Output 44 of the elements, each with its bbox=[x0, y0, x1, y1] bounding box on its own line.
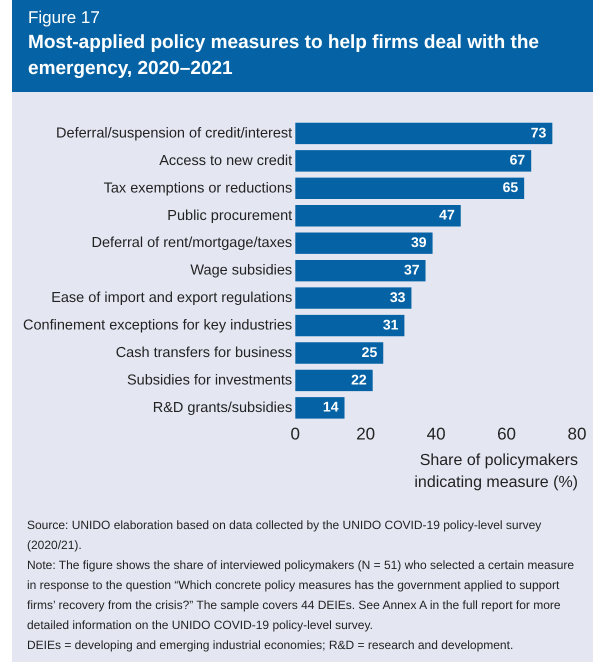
y-tick-label: Wage subsidies bbox=[190, 262, 292, 279]
bar bbox=[295, 232, 433, 254]
y-tick-label: Deferral/suspension of credit/interest bbox=[56, 125, 292, 142]
data-label: 14 bbox=[322, 398, 339, 415]
x-axis-title: Share of policymakers indicating measure (%) bbox=[413, 451, 578, 493]
data-label: 22 bbox=[351, 371, 367, 388]
y-tick-label: Ease of import and export regulations bbox=[51, 290, 292, 306]
data-label: 67 bbox=[510, 152, 526, 168]
x-tick-label: 60 bbox=[497, 424, 516, 444]
data-label: 39 bbox=[410, 234, 427, 250]
text: DEIEs = developing and emerging industrial economies; R&D = research and development. bbox=[27, 637, 514, 654]
text: Figure 17 bbox=[28, 8, 101, 28]
bar bbox=[295, 150, 532, 172]
y-tick-label: Cash transfers for business bbox=[116, 344, 292, 361]
y-tick-label: Deferral of rent/mortgage/taxes bbox=[92, 235, 292, 252]
bar bbox=[295, 205, 461, 226]
data-label: 73 bbox=[530, 124, 547, 140]
bar bbox=[295, 260, 426, 282]
bar bbox=[295, 370, 373, 392]
data-label: 33 bbox=[390, 288, 406, 305]
bar bbox=[295, 122, 552, 144]
bar bbox=[295, 178, 524, 200]
x-tick-label: 80 bbox=[568, 424, 586, 444]
text: Note: The figure shows the share of interviewed policymakers (N = 51) who selected a certain measure in response to the question “Which concrete policy measures has the government applied to support firms’ recovery from the crisis?” The sample covers 44 DEIEs. See Annex A in the full report for more detailed information on the UNIDO COVID-19 policy-level survey. bbox=[27, 557, 576, 634]
data-label: 65 bbox=[502, 179, 518, 196]
bar bbox=[295, 397, 345, 419]
bar bbox=[295, 342, 384, 364]
y-tick-label: Subsidies for investments bbox=[126, 372, 292, 388]
source-note: Source: UNIDO elaboration based on data collected by the UNIDO COVID-19 policy-level survey (2020/21). bbox=[27, 517, 542, 554]
data-label: 31 bbox=[382, 316, 399, 332]
data-label: 37 bbox=[404, 262, 420, 278]
y-tick-label: R&D grants/subsidies bbox=[152, 400, 292, 416]
bar bbox=[295, 287, 412, 309]
data-label: 25 bbox=[362, 344, 378, 360]
x-tick-label: 0 bbox=[290, 424, 300, 444]
chart-title: Most-applied policy measures to help firms deal with the emergency, 2020–2021 bbox=[28, 31, 540, 81]
data-label: 47 bbox=[439, 206, 455, 223]
y-tick-label: Confinement exceptions for key industries bbox=[22, 318, 292, 334]
y-tick-label: Public procurement bbox=[167, 208, 292, 224]
x-tick-label: 20 bbox=[356, 424, 376, 444]
y-tick-label: Tax exemptions or reductions bbox=[104, 180, 292, 196]
x-tick-label: 40 bbox=[426, 424, 446, 444]
bar bbox=[295, 314, 404, 336]
y-tick-label: Access to new credit bbox=[159, 152, 292, 169]
